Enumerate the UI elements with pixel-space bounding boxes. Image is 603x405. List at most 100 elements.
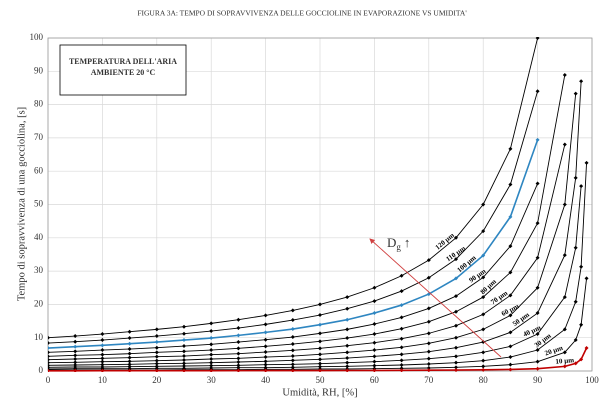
marker	[127, 362, 132, 367]
x-tick-label: 50	[316, 375, 326, 385]
marker	[573, 361, 578, 366]
marker	[290, 348, 295, 353]
marker	[182, 349, 186, 354]
marker	[562, 253, 567, 258]
marker	[535, 181, 540, 186]
annotation-box	[59, 44, 187, 96]
y-tick-label: 70	[34, 132, 44, 142]
marker	[73, 344, 78, 349]
marker	[318, 339, 322, 344]
marker	[263, 359, 268, 364]
marker	[345, 317, 350, 322]
marker	[481, 275, 486, 280]
series-line	[48, 144, 566, 361]
marker	[454, 345, 458, 350]
marker	[372, 368, 377, 372]
marker	[508, 293, 513, 298]
marker	[426, 331, 431, 336]
marker	[508, 244, 513, 249]
marker	[399, 345, 404, 350]
marker	[584, 276, 589, 281]
marker	[263, 350, 268, 355]
marker	[263, 362, 268, 367]
plot-area: 0 10 20 30 40 50 60 70 80 90 100 0 10 20 30 40 50 60 70 80 9…	[30, 32, 600, 385]
marker	[263, 322, 268, 327]
series-label: 90 µm	[468, 267, 488, 284]
marker	[508, 182, 513, 187]
marker	[454, 335, 458, 340]
marker	[73, 360, 78, 365]
marker	[154, 361, 159, 366]
marker	[535, 137, 540, 142]
marker	[154, 345, 159, 350]
marker	[426, 258, 431, 263]
marker	[127, 347, 132, 352]
marker	[209, 363, 214, 368]
marker	[426, 306, 431, 311]
marker	[573, 299, 578, 304]
marker	[127, 341, 132, 346]
marker	[209, 321, 214, 326]
series-label: 10 µm	[555, 356, 574, 366]
marker	[535, 348, 540, 353]
marker	[318, 368, 322, 372]
marker	[154, 358, 159, 363]
marker	[154, 327, 159, 332]
marker	[236, 346, 241, 351]
marker	[508, 344, 513, 349]
arrow-label: Dg ↑	[387, 235, 410, 252]
marker	[154, 340, 159, 345]
marker	[182, 324, 186, 329]
annotation-line: TEMPERATURA DELL'ARIA	[69, 57, 177, 66]
marker	[508, 313, 513, 318]
marker	[508, 270, 513, 275]
marker	[318, 313, 322, 318]
marker	[209, 348, 214, 353]
marker	[290, 362, 295, 367]
marker	[209, 368, 214, 372]
annotation-line: AMBIENTE 20 °C	[91, 68, 156, 77]
marker	[345, 356, 350, 361]
marker	[236, 356, 241, 361]
marker	[481, 312, 486, 317]
marker	[579, 357, 584, 362]
marker	[372, 311, 377, 316]
marker	[73, 334, 78, 339]
marker	[579, 79, 584, 84]
marker	[399, 363, 404, 368]
marker	[481, 340, 486, 345]
marker	[290, 318, 295, 323]
marker	[454, 235, 458, 240]
marker	[154, 334, 159, 339]
marker	[345, 364, 350, 369]
marker	[584, 346, 589, 351]
marker	[399, 336, 404, 341]
marker	[127, 355, 132, 360]
arrow-label-text: D	[387, 235, 396, 250]
marker	[263, 337, 268, 342]
y-axis-label: Tempo di sopravvivenza di una gocciolina…	[16, 107, 27, 301]
marker	[73, 357, 78, 362]
marker	[399, 326, 404, 331]
marker	[426, 275, 431, 280]
marker	[48, 341, 50, 346]
marker	[454, 309, 458, 314]
marker	[562, 350, 567, 355]
marker	[481, 229, 486, 234]
marker	[454, 323, 458, 328]
x-tick-label: 20	[152, 375, 162, 385]
marker	[236, 351, 241, 356]
marker	[182, 344, 186, 349]
marker	[535, 89, 540, 94]
marker	[426, 368, 431, 372]
marker	[345, 306, 350, 311]
marker	[290, 342, 295, 347]
marker	[48, 357, 50, 362]
x-tick-label: 80	[479, 375, 489, 385]
marker	[535, 332, 540, 337]
marker	[182, 354, 186, 359]
marker	[127, 351, 132, 356]
marker	[535, 255, 540, 260]
marker	[182, 358, 186, 363]
